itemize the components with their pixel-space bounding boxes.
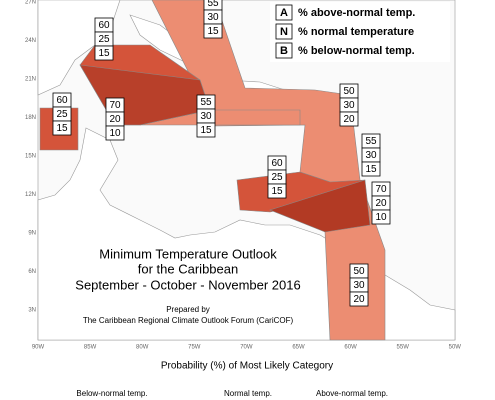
lon-label: 50W xyxy=(449,345,462,351)
probability-box: 70 20 10 xyxy=(105,97,125,141)
lat-label: 18N xyxy=(25,115,36,121)
colorbar-label: Normal temp. xyxy=(224,389,272,398)
box-value: 55 xyxy=(365,136,377,147)
box-cell xyxy=(339,111,359,127)
box-cell xyxy=(196,122,216,138)
legend-text: % below-normal temp. xyxy=(298,45,415,57)
box-value: 15 xyxy=(56,123,68,134)
title: September - October - November 2016 xyxy=(75,277,300,292)
lon-label: 60W xyxy=(344,345,357,351)
box-value: 20 xyxy=(375,198,387,209)
box-cell xyxy=(94,45,114,61)
lat-label: 27N xyxy=(25,0,36,6)
box-value: 70 xyxy=(375,184,387,195)
lon-label: 55W xyxy=(397,345,410,351)
box-value: 55 xyxy=(207,0,219,9)
colorbar-title: Probability (%) of Most Likely Category xyxy=(161,361,333,372)
box-value: 50 xyxy=(343,86,355,97)
box-cell xyxy=(203,23,223,39)
title: for the Caribbean xyxy=(138,261,238,276)
lat-label: 15N xyxy=(25,154,36,160)
box-value: 60 xyxy=(98,20,110,31)
lat-label: 12N xyxy=(25,192,36,198)
probability-box: 50 30 20 xyxy=(339,83,359,127)
lat-label: 24N xyxy=(25,38,36,44)
box-value: 15 xyxy=(207,26,219,37)
legend-letter: A xyxy=(280,7,288,19)
region-area xyxy=(151,0,386,341)
probability-box: 55 30 15 xyxy=(196,94,216,138)
box-value: 15 xyxy=(98,48,110,59)
box-value: 30 xyxy=(343,100,355,111)
box-value: 30 xyxy=(207,12,219,23)
lon-label: 80W xyxy=(136,345,149,351)
legend-text: % normal temperature xyxy=(298,26,414,38)
prepared-by: Prepared by xyxy=(166,305,210,314)
colorbar-label: Below-normal temp. xyxy=(76,389,147,398)
probability-box: 60 25 15 xyxy=(267,155,287,199)
lat-label: 21N xyxy=(25,77,36,83)
lon-label: 70W xyxy=(240,345,253,351)
probability-box: 55 30 15 xyxy=(361,133,381,177)
box-value: 15 xyxy=(365,164,377,175)
box-cell xyxy=(349,291,369,307)
prepared-by: The Caribbean Regional Climate Outlook F… xyxy=(83,316,294,325)
box-value: 15 xyxy=(200,125,212,136)
box-value: 70 xyxy=(109,100,121,111)
lat-label: 6N xyxy=(28,269,36,275)
lat-label: 9N xyxy=(28,231,36,237)
box-value: 50 xyxy=(353,266,365,277)
legend-letter: B xyxy=(280,45,288,57)
box-value: 10 xyxy=(109,128,121,139)
lon-label: 90W xyxy=(32,345,45,351)
legend-key xyxy=(275,42,293,59)
box-value: 30 xyxy=(200,111,212,122)
box-cell xyxy=(371,209,391,225)
box-value: 20 xyxy=(343,114,355,125)
lon-label: 85W xyxy=(84,345,97,351)
box-value: 25 xyxy=(271,172,283,183)
title: Minimum Temperature Outlook xyxy=(99,246,277,261)
box-value: 60 xyxy=(271,158,283,169)
probability-box: 55 30 15 xyxy=(203,0,223,39)
box-value: 20 xyxy=(109,114,121,125)
probability-box: 70 20 10 xyxy=(371,181,391,225)
box-value: 30 xyxy=(353,280,365,291)
lon-label: 75W xyxy=(188,345,201,351)
box-value: 25 xyxy=(98,34,110,45)
probability-box: 60 25 15 xyxy=(52,92,72,136)
box-value: 25 xyxy=(56,109,68,120)
legend-text: % above-normal temp. xyxy=(298,7,415,19)
box-value: 55 xyxy=(200,97,212,108)
legend-box xyxy=(270,2,450,62)
region-area xyxy=(269,179,371,233)
legend-key xyxy=(275,4,293,21)
legend-key xyxy=(275,23,293,40)
box-cell xyxy=(105,125,125,141)
probability-box: 60 25 15 xyxy=(94,17,114,61)
box-cell xyxy=(52,120,72,136)
lat-label: 3N xyxy=(28,308,36,314)
colorbar-label: Above-normal temp. xyxy=(316,389,388,398)
box-value: 20 xyxy=(353,294,365,305)
box-cell xyxy=(267,183,287,199)
box-value: 15 xyxy=(271,186,283,197)
box-value: 10 xyxy=(375,212,387,223)
box-value: 60 xyxy=(56,95,68,106)
probability-box: 50 30 20 xyxy=(349,263,369,307)
box-cell xyxy=(361,161,381,177)
lon-label: 65W xyxy=(292,345,305,351)
box-value: 30 xyxy=(365,150,377,161)
legend-letter: N xyxy=(280,26,288,38)
